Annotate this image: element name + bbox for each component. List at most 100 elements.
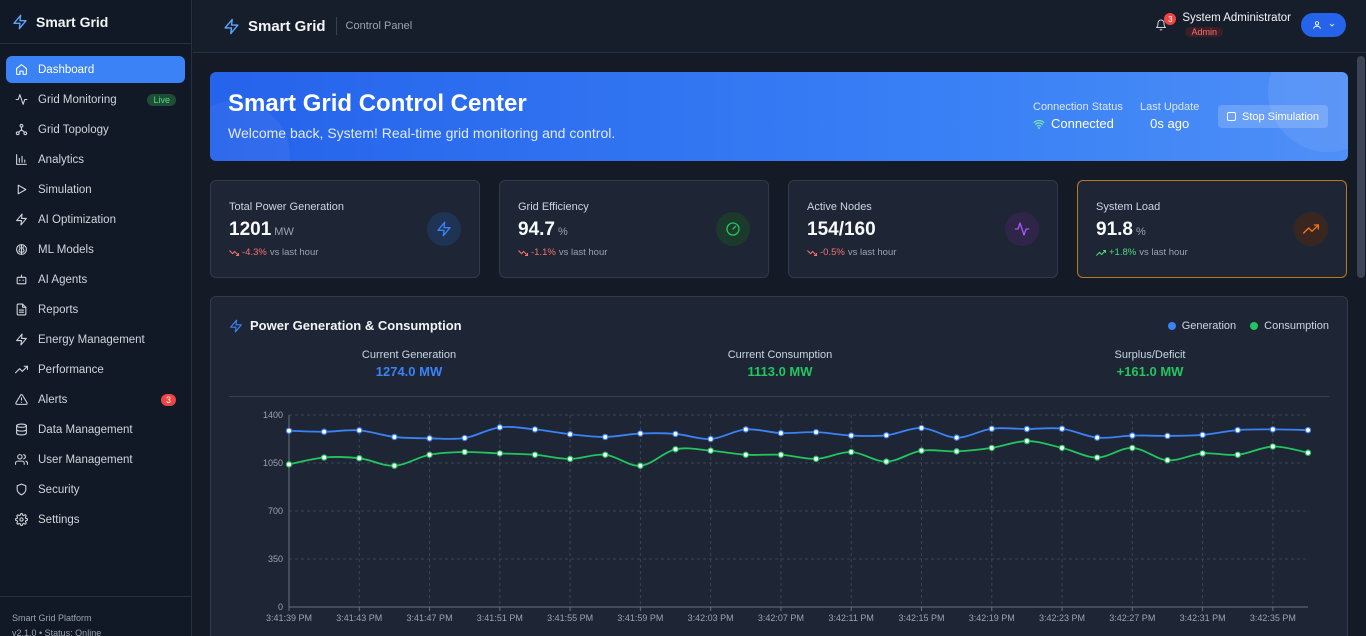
data-point-consumption xyxy=(461,448,468,456)
data-point-consumption xyxy=(1093,454,1101,461)
welcome-banner: Smart Grid Control Center Welcome back, … xyxy=(210,72,1348,161)
sidebar-item-ai-optimization[interactable]: AI Optimization xyxy=(6,206,185,233)
user-menu-button[interactable] xyxy=(1301,13,1346,37)
user-info: System Administrator Admin xyxy=(1182,12,1291,38)
user-role-badge: Admin xyxy=(1185,27,1223,37)
stop-simulation-button[interactable]: Stop Simulation xyxy=(1218,105,1329,128)
sidebar-item-dashboard[interactable]: Dashboard xyxy=(6,56,185,83)
zap-icon xyxy=(16,213,27,226)
zap-icon xyxy=(224,18,239,34)
user-name: System Administrator xyxy=(1182,12,1291,24)
notifications-button[interactable]: 3 xyxy=(1150,13,1177,36)
sidebar-item-data-management[interactable]: Data Management xyxy=(6,416,185,443)
data-point-generation xyxy=(1093,434,1101,441)
trending-down-icon xyxy=(229,249,239,256)
header-actions: 3 System Administrator Admin xyxy=(1150,12,1346,38)
data-point-consumption xyxy=(637,462,644,469)
stat-trend-value: +1.8% xyxy=(1109,247,1137,258)
sidebar-item-label: Energy Management xyxy=(38,333,145,346)
activity-icon xyxy=(1014,222,1030,236)
gear-icon xyxy=(15,513,28,526)
stat-card-active-nodes: Active Nodes 154/160 -0.5% vs last hour xyxy=(788,180,1058,278)
metric-current-consumption: Current Consumption 1113.0 MW xyxy=(660,349,900,379)
metric-label: Current Consumption xyxy=(727,349,833,361)
stat-trend: -1.1% vs last hour xyxy=(518,247,607,258)
sidebar-item-label: Dashboard xyxy=(38,63,95,76)
y-tick-label: 1050 xyxy=(263,458,283,468)
legend-generation[interactable]: Generation xyxy=(1167,320,1236,332)
stat-trend-suffix: vs last hour xyxy=(1139,247,1188,258)
stat-label: Grid Efficiency xyxy=(518,201,589,213)
panel-divider xyxy=(229,396,1329,397)
header-title: Smart Grid xyxy=(248,17,326,35)
stat-number: 91.8 xyxy=(1096,219,1133,240)
data-point-consumption xyxy=(426,451,433,458)
zap-icon xyxy=(230,319,242,332)
sidebar-item-grid-topology[interactable]: Grid Topology xyxy=(6,116,185,143)
metric-surplus-deficit: Surplus/Deficit +161.0 MW xyxy=(1030,349,1270,379)
sidebar-item-label: Grid Monitoring xyxy=(38,93,117,106)
sidebar-item-energy-management[interactable]: Energy Management xyxy=(6,326,185,353)
scrollbar[interactable] xyxy=(1356,54,1366,636)
data-point-consumption xyxy=(1234,451,1241,458)
series-line-consumption xyxy=(288,440,1309,467)
data-point-consumption xyxy=(602,451,609,458)
sidebar-item-label: Grid Topology xyxy=(38,123,109,136)
sidebar-nav: Dashboard Grid Monitoring Live Grid Topolog… xyxy=(0,44,191,548)
sidebar-item-grid-monitoring[interactable]: Grid Monitoring Live xyxy=(6,86,185,113)
data-point-consumption xyxy=(883,458,890,465)
sidebar-item-label: Alerts xyxy=(38,393,68,406)
stat-trend-value: -4.3% xyxy=(242,247,267,258)
sidebar-item-simulation[interactable]: Simulation xyxy=(6,176,185,203)
data-point-consumption xyxy=(1269,443,1277,450)
data-point-generation xyxy=(953,434,960,441)
stat-number: 94.7 xyxy=(518,219,555,240)
sidebar-item-analytics[interactable]: Analytics xyxy=(6,146,185,173)
gauge-icon xyxy=(726,222,740,236)
sidebar: Smart Grid Dashboard Grid Monitoring Live G… xyxy=(0,0,192,636)
sidebar-item-security[interactable]: Security xyxy=(6,476,185,503)
data-point-generation xyxy=(496,424,504,431)
x-tick-label: 3:42:03 PM xyxy=(688,613,734,623)
x-tick-label: 3:42:07 PM xyxy=(758,613,804,623)
metric-value: 1274.0 MW xyxy=(375,364,443,379)
sidebar-item-alerts[interactable]: Alerts 3 xyxy=(6,386,185,413)
bar-chart-icon xyxy=(16,154,27,165)
header-brand[interactable]: Smart Grid xyxy=(223,18,326,35)
data-point-generation xyxy=(320,428,328,435)
data-point-generation xyxy=(566,430,574,438)
data-point-consumption xyxy=(707,447,714,454)
trending-up-icon xyxy=(1096,249,1106,256)
x-tick-label: 3:41:39 PM xyxy=(266,613,312,623)
shield-icon xyxy=(16,483,27,496)
sidebar-item-settings[interactable]: Settings xyxy=(6,506,185,533)
alert-icon xyxy=(15,394,28,405)
sidebar-item-label: Reports xyxy=(38,303,79,316)
scrollbar-thumb[interactable] xyxy=(1357,56,1365,278)
stat-unit: % xyxy=(1135,226,1146,238)
stat-value: 91.8% xyxy=(1096,219,1146,241)
legend-dot xyxy=(1250,322,1259,330)
data-point-generation xyxy=(285,427,293,434)
data-point-consumption xyxy=(672,446,679,453)
metric-current-generation: Current Generation 1274.0 MW xyxy=(289,349,529,379)
data-point-generation xyxy=(812,428,820,436)
sidebar-item-performance[interactable]: Performance xyxy=(6,356,185,383)
sidebar-item-reports[interactable]: Reports xyxy=(6,296,185,323)
data-point-generation xyxy=(602,433,609,441)
sidebar-item-label: Security xyxy=(38,483,80,496)
sidebar-item-ml-models[interactable]: ML Models xyxy=(6,236,185,263)
data-point-consumption xyxy=(953,448,960,455)
data-point-consumption xyxy=(742,451,749,458)
data-point-generation xyxy=(918,424,925,432)
sidebar-item-user-management[interactable]: User Management xyxy=(6,446,185,473)
sidebar-brand[interactable]: Smart Grid xyxy=(0,0,191,44)
legend-consumption[interactable]: Consumption xyxy=(1250,320,1329,332)
sidebar-item-badge: 3 xyxy=(160,393,176,406)
data-point-generation xyxy=(1023,425,1031,433)
activity-icon xyxy=(15,94,28,105)
wifi-icon xyxy=(1033,119,1045,129)
data-point-consumption xyxy=(918,447,925,454)
sidebar-item-ai-agents[interactable]: AI Agents xyxy=(6,266,185,293)
stat-icon-badge xyxy=(1294,212,1328,246)
